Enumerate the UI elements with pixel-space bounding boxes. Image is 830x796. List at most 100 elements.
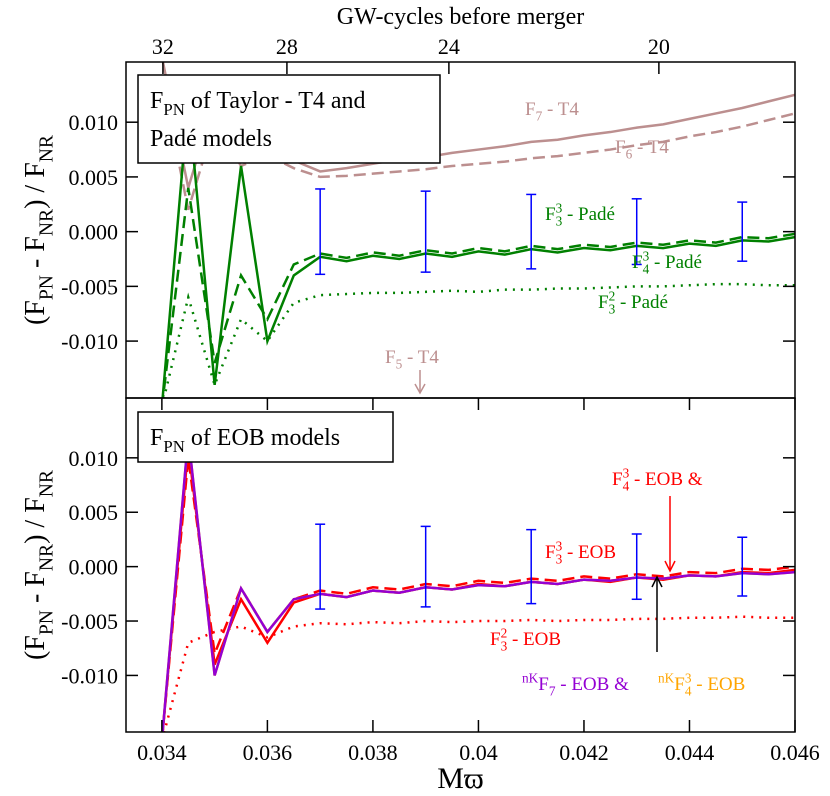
text-part: - T4	[632, 137, 669, 158]
text-part: - EOB &	[556, 674, 630, 695]
y-tick-label: 0.000	[69, 555, 119, 580]
text-part: 2	[501, 625, 508, 640]
text-part: F	[674, 674, 685, 695]
text-part: 3	[556, 538, 563, 553]
text-part: 3	[556, 214, 563, 229]
legend-box	[137, 411, 394, 463]
text-part: 6	[626, 147, 633, 162]
x-tick-label: 0.036	[243, 740, 293, 765]
text-part: - F	[20, 571, 51, 610]
text-part: 5	[396, 357, 403, 372]
text-part: F	[632, 252, 643, 273]
arrow-head	[414, 383, 426, 395]
x-tick-label: 0.04	[459, 740, 498, 765]
text-part: (F	[20, 635, 51, 660]
text-part: ) / F	[20, 162, 51, 209]
y-axis-title: (FPN - FNR) / FNR	[20, 469, 57, 660]
y-tick-label: 0.005	[69, 165, 119, 190]
text-part: 2	[609, 288, 616, 303]
text-part: (F	[20, 300, 51, 325]
annotation: F3 3 - Padé	[545, 200, 615, 228]
x-axis-title: Mϖ	[437, 762, 483, 795]
annotation: F7 - T4	[525, 99, 579, 124]
text-part: - T4	[542, 99, 579, 120]
text-part: F	[385, 347, 396, 368]
text-part: - EOB	[562, 542, 616, 563]
annotation: nKF7 - EOB &	[522, 670, 629, 698]
text-part: F	[612, 469, 623, 490]
text-part: 7	[549, 684, 556, 699]
text-part: F	[545, 542, 556, 563]
y-tick-label: 0.000	[69, 220, 119, 245]
x-tick-label: 0.042	[559, 740, 609, 765]
y-tick-label: -0.010	[61, 329, 118, 354]
text-part: nK	[658, 670, 675, 685]
text-part: PN	[163, 100, 184, 119]
text-part: F	[615, 137, 626, 158]
series-line	[162, 615, 795, 732]
plot-frame	[125, 397, 796, 733]
text-part: - T4	[402, 347, 439, 368]
panel: -0.010 -0.005 0.000 0.005 0.010 0.034 0.036 0.0…	[20, 397, 820, 795]
text-part: F	[150, 425, 163, 451]
series-line	[161, 435, 795, 732]
y-tick-label: 0.005	[69, 500, 119, 525]
legend-text: Padé models	[150, 126, 272, 152]
x2-tick-label: 24	[438, 34, 460, 59]
text-part: of Taylor - T4 and	[185, 88, 366, 114]
plot-area	[161, 435, 795, 732]
text-part: - EOB &	[629, 469, 703, 490]
text-part: nK	[522, 670, 539, 685]
text-part: - EOB	[507, 629, 561, 650]
text-part: 4	[643, 262, 650, 277]
annotation: F3 3 - EOB	[545, 538, 616, 566]
x-tick-label: 0.044	[665, 740, 715, 765]
annotation: F2 3 - EOB	[490, 625, 561, 653]
text-part: 7	[536, 109, 543, 124]
text-part: F	[598, 292, 609, 313]
text-part: 3	[501, 639, 508, 654]
text-part: 4	[623, 479, 630, 494]
text-part: - EOB	[692, 674, 746, 695]
x-tick-label: 0.034	[137, 740, 187, 765]
x2-tick-label: 28	[276, 34, 298, 59]
annotation: F3 4 - EOB &	[612, 465, 703, 493]
series-line	[161, 100, 795, 398]
text-part: - Padé	[615, 292, 668, 313]
y-tick-label: -0.005	[61, 274, 118, 299]
x2-tick-label: 20	[648, 34, 670, 59]
text-part: F	[525, 99, 536, 120]
annotation: F3 4 - Padé	[632, 248, 702, 276]
text-part: 3	[556, 200, 563, 215]
text-part: PN	[36, 610, 57, 635]
text-part: of EOB models	[185, 425, 340, 451]
text-part: 3	[556, 552, 563, 567]
arrow-head	[651, 575, 663, 588]
y-tick-label: -0.010	[61, 663, 118, 688]
y-tick-label: 0.010	[69, 446, 119, 471]
text-part: NR	[36, 469, 57, 497]
arrow-head	[664, 560, 676, 573]
text-part: PN	[36, 275, 57, 300]
text-part: Padé models	[150, 126, 272, 152]
y-tick-label: -0.005	[61, 609, 118, 634]
y-tick-label: 0.010	[69, 110, 119, 135]
text-part: 3	[623, 465, 630, 480]
annotation: F5 - T4	[385, 347, 439, 372]
annotation: F6 - T4	[615, 137, 669, 162]
series-line	[161, 187, 795, 398]
text-part: F	[538, 674, 549, 695]
legend-box	[137, 74, 441, 164]
text-part: 3	[685, 670, 692, 685]
text-part: F	[150, 88, 163, 114]
legend-text: FPN of EOB models	[150, 425, 340, 456]
x-tick-label: 0.046	[770, 740, 820, 765]
y-axis-title: (FPN - FNR) / FNR	[20, 134, 57, 325]
text-part: PN	[163, 437, 184, 456]
text-part: NR	[36, 543, 57, 571]
text-part: NR	[36, 208, 57, 236]
text-part: F	[490, 629, 501, 650]
annotation: nKF3 4 - EOB	[658, 670, 745, 698]
